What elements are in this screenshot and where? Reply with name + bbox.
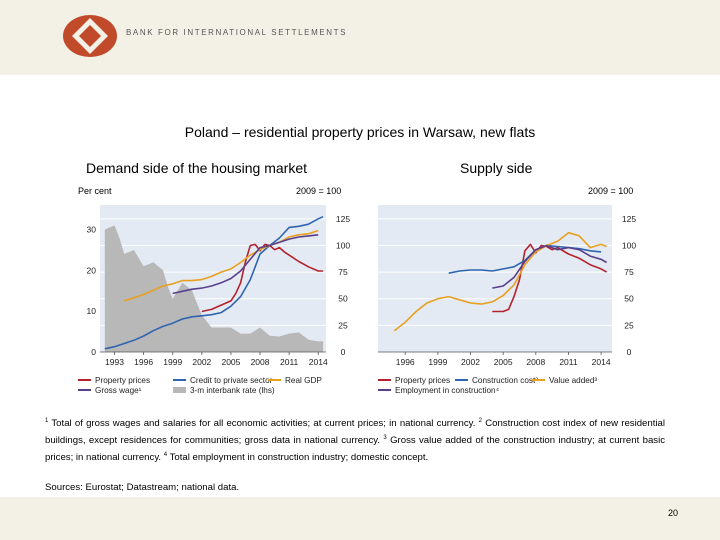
x-tick-label: 1993 <box>105 357 124 367</box>
footnote-3: Gross value added of the construction in… <box>45 435 666 464</box>
plot-background <box>378 205 612 352</box>
left-chart-title: Demand side of the housing market <box>86 160 308 176</box>
legend-label-real-gdp: Real GDP <box>285 376 322 385</box>
right-chart-rhs-unit: 2009 = 100 <box>588 186 634 196</box>
lhs-tick-label: 20 <box>87 265 97 275</box>
page-number: 20 <box>667 508 678 518</box>
x-tick-label: 1996 <box>396 357 415 367</box>
rhs-tick-label: 25 <box>624 320 634 330</box>
rhs-tick-label: 100 <box>622 240 636 250</box>
supply-side-chart: 0 25 50 75 100 125 1996 1999 2002 2005 2008 2011 201… <box>378 205 636 395</box>
legend-label-gross-wage: Gross wage¹ <box>95 386 142 395</box>
legend-label-employment-in-construction: Employment in construction⁴ <box>395 386 500 395</box>
footnote-4: Total employment in construction industr… <box>169 452 429 464</box>
sources-note: Sources: Eurostat; Datastream; national … <box>45 482 240 493</box>
x-tick-label: 2014 <box>592 357 611 367</box>
series-line-value-added <box>393 231 607 332</box>
x-tick-label: 2005 <box>221 357 240 367</box>
x-tick-label: 2008 <box>251 357 270 367</box>
footer-band: 20 <box>0 497 720 540</box>
bank-name: BANK FOR INTERNATIONAL SETTLEMENTS <box>126 28 348 37</box>
x-tick-label: 2014 <box>309 357 328 367</box>
legend-label-credit-to-private-sector: Credit to private sector <box>190 376 273 385</box>
left-chart-rhs-unit: 2009 = 100 <box>296 186 342 196</box>
series-line-credit-to-private-sector <box>104 215 324 350</box>
footnote-3-mark: 3 <box>383 435 387 442</box>
rhs-tick-label: 50 <box>624 294 634 304</box>
series-line-employment-in-construction <box>492 244 608 289</box>
rhs-tick-label: 50 <box>338 294 348 304</box>
left-chart-lhs-unit: Per cent <box>78 186 112 196</box>
x-tick-label: 2008 <box>526 357 545 367</box>
series-line-property-prices <box>492 243 608 313</box>
right-chart-title: Supply side <box>460 160 533 176</box>
rhs-tick-label: 0 <box>341 347 346 357</box>
footnote-1: Total of gross wages and salaries for al… <box>51 418 476 430</box>
x-tick-label: 2011 <box>559 357 578 367</box>
footnote-4-mark: 4 <box>163 452 168 459</box>
rhs-tick-label: 125 <box>336 214 350 224</box>
rhs-tick-label: 100 <box>336 240 350 250</box>
x-tick-label: 1999 <box>428 357 447 367</box>
series-line-real-gdp <box>123 229 319 302</box>
rhs-tick-label: 25 <box>338 320 348 330</box>
x-tick-label: 2005 <box>494 357 513 367</box>
series-line-gross-wage <box>172 234 319 295</box>
footnote-2: Construction cost index of new residenti… <box>45 418 665 447</box>
footnote-2-mark: 2 <box>478 418 482 424</box>
x-tick-label: 2002 <box>461 357 480 367</box>
x-tick-label: 1999 <box>163 357 182 367</box>
x-tick-label: 2011 <box>280 357 299 367</box>
legend-label-construction-cost: Construction cost² <box>472 376 538 385</box>
x-tick-label: 2002 <box>192 357 211 367</box>
rhs-tick-label: 75 <box>624 267 634 277</box>
lhs-tick-label: 0 <box>91 347 96 357</box>
legend-label-property-prices: Property prices <box>395 376 450 385</box>
legend-label-3-m-interbank-rate-lhs: 3-m interbank rate (lhs) <box>190 386 275 395</box>
legend-label-value-added: Value added³ <box>549 376 597 385</box>
legend-swatch-3-m-interbank-rate-lhs <box>173 387 186 393</box>
rhs-tick-label: 125 <box>622 214 636 224</box>
x-tick-label: 1996 <box>134 357 153 367</box>
rhs-tick-label: 75 <box>338 267 348 277</box>
series-area-3-m-interbank-rate-lhs <box>104 225 324 352</box>
page-title: Poland – residential property prices in … <box>184 124 536 140</box>
footnotes: 1 Total of gross wages and salaries for … <box>45 414 665 466</box>
rhs-tick-label: 0 <box>627 347 632 357</box>
bis-logo-icon <box>63 15 117 57</box>
lhs-tick-label: 10 <box>87 306 97 316</box>
lhs-tick-label: 30 <box>87 225 97 235</box>
footnote-1-mark: 1 <box>45 418 49 424</box>
legend-label-property-prices: Property prices <box>95 376 150 385</box>
header-band: BANK FOR INTERNATIONAL SETTLEMENTS <box>0 0 720 75</box>
demand-side-chart: 0 25 50 75 100 125 0 10 20 30 1993 1996 1999 2002 2005… <box>78 205 350 395</box>
